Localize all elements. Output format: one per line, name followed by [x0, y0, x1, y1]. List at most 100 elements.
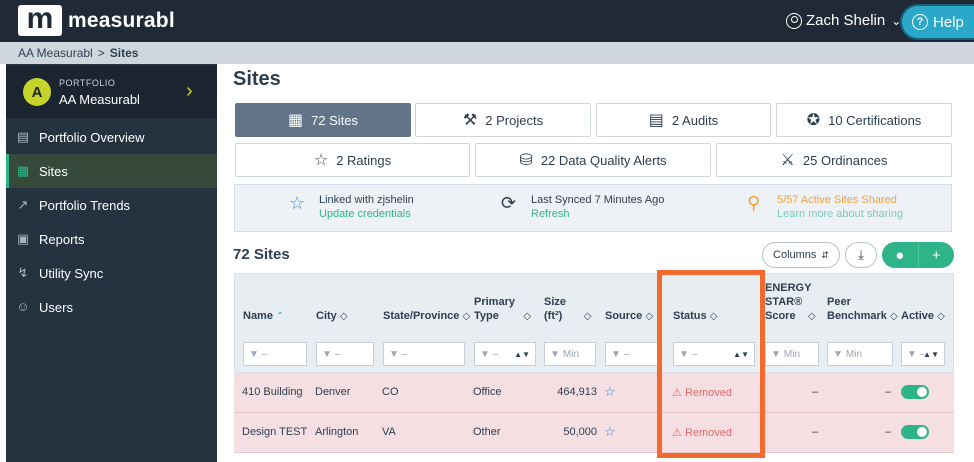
sidebar-item-portfolio-trends[interactable]: ↗ Portfolio Trends — [6, 188, 217, 222]
filter-icon: ▼ — [480, 348, 490, 360]
cell-energy-star: – — [812, 426, 819, 438]
filter-icon: ▼ — [550, 348, 560, 360]
sidebar-item-label: Portfolio Overview — [39, 129, 145, 145]
filter-icon: ▼ — [679, 348, 689, 360]
sort-icon: ◇ — [339, 311, 348, 322]
comment-button[interactable]: ● — [882, 242, 919, 268]
portfolio-selector[interactable]: A PORTFOLIO AA Measurabl › — [6, 66, 217, 118]
status-filter[interactable]: ▼ – ▲▼ — [673, 342, 755, 366]
chevron-right-icon: › — [186, 80, 193, 102]
col-label: Type — [474, 310, 499, 322]
page-title: Sites — [233, 68, 281, 90]
col-peer-benchmark[interactable]: Peer Benchmark ◇ — [827, 295, 898, 324]
state-filter[interactable]: ▼ – — [383, 342, 465, 366]
tile-audits[interactable]: ▤ 2 Audits — [596, 103, 771, 137]
cell-city: Arlington — [315, 426, 359, 438]
plug-icon: ↯ — [17, 265, 29, 280]
user-menu[interactable]: Zach Shelin ⌄ — [786, 12, 901, 29]
col-source[interactable]: Source ◇ — [605, 309, 653, 324]
tile-certifications[interactable]: ✪ 10 Certifications — [776, 103, 952, 137]
active-filter[interactable]: ▼ – ▲▼ — [901, 342, 945, 366]
table-row[interactable]: Design TEST Arlington VA Other 50,000 ☆ … — [234, 413, 954, 453]
tile-projects[interactable]: ⚒ 2 Projects — [415, 103, 591, 137]
last-synced: ⟳ Last Synced 7 Minutes Ago Refresh — [501, 193, 664, 221]
sidebar-item-utility-sync[interactable]: ↯ Utility Sync — [6, 256, 217, 290]
sort-icon: ⇵ — [821, 249, 829, 260]
tile-ratings[interactable]: ☆ 2 Ratings — [235, 143, 470, 177]
gavel-icon: ⚔ — [780, 152, 795, 169]
sort-icon: ◇ — [807, 311, 816, 322]
help-button[interactable]: ? Help — [902, 6, 974, 38]
columns-button[interactable]: Columns ⇵ — [762, 242, 840, 268]
col-active[interactable]: Active ◇ — [901, 309, 945, 324]
filter-icon: ▼ — [322, 348, 332, 360]
refresh-link[interactable]: Refresh — [531, 208, 570, 220]
star-icon[interactable]: ☆ — [604, 424, 616, 439]
energy-min-filter[interactable]: ▼ Min — [765, 342, 819, 366]
tile-data-quality-alerts[interactable]: ⛁ 22 Data Quality Alerts — [475, 143, 711, 177]
select-arrow-icon: ▲▼ — [733, 349, 749, 359]
sidebar-item-label: Portfolio Trends — [39, 197, 131, 213]
name-filter[interactable]: ▼ – — [243, 342, 307, 366]
size-min-filter[interactable]: ▼ Min — [544, 342, 596, 366]
badge-icon: ✪ — [806, 112, 821, 129]
cell-size: 464,913 — [557, 386, 597, 398]
source-filter[interactable]: ▼ – — [605, 342, 659, 366]
download-icon: ⤓ — [858, 247, 864, 262]
table-row[interactable]: 410 Building Denver CO Office 464,913 ☆ … — [234, 373, 954, 413]
update-credentials-link[interactable]: Update credentials — [319, 208, 411, 220]
avatar: A — [23, 78, 51, 106]
sidebar: A PORTFOLIO AA Measurabl › ▤ Portfolio O… — [6, 64, 217, 462]
peer-min-filter[interactable]: ▼ Min — [827, 342, 893, 366]
breadcrumb-parent[interactable]: AA Measurabl — [18, 46, 93, 60]
sort-icon: ◇ — [583, 311, 592, 322]
city-filter[interactable]: ▼ – — [316, 342, 374, 366]
col-type[interactable]: Primary Type ◇ — [474, 295, 531, 324]
linked-account: ☆ Linked with zjshelin Update credential… — [289, 193, 414, 221]
sort-icon: ◇ — [645, 311, 654, 322]
tile-ordinances[interactable]: ⚔ 25 Ordinances — [716, 143, 952, 177]
logo[interactable]: m — [18, 1, 62, 36]
logo-text: measurabl — [68, 9, 175, 32]
sites-shared: ⚲ 5/57 Active Sites Shared Learn more ab… — [747, 193, 903, 221]
active-toggle[interactable] — [901, 425, 929, 439]
status-text: Removed — [684, 427, 733, 439]
logo-letter: m — [26, 1, 54, 35]
tile-label: 22 Data Quality Alerts — [540, 152, 667, 168]
status-text: Removed — [684, 387, 733, 399]
download-button[interactable]: ⤓ — [845, 242, 877, 268]
col-size[interactable]: Size (ft²) ◇ — [544, 295, 591, 324]
cell-peer-benchmark: – — [885, 386, 892, 398]
main-content: Sites ▦ 72 Sites ⚒ 2 Projects ▤ 2 Audits ✪ 1… — [217, 64, 974, 462]
cell-name[interactable]: Design TEST — [242, 426, 308, 438]
sidebar-item-portfolio-overview[interactable]: ▤ Portfolio Overview — [6, 120, 217, 154]
refresh-icon: ⟳ — [501, 193, 517, 213]
sidebar-item-reports[interactable]: ▣ Reports — [6, 222, 217, 256]
columns-label: Columns — [773, 249, 817, 261]
sidebar-item-sites[interactable]: ▦ Sites — [6, 154, 217, 188]
chart-icon: ▤ — [16, 129, 30, 144]
sidebar-item-label: Reports — [39, 231, 85, 247]
portfolio-name: AA Measurabl — [59, 92, 140, 107]
users-icon: ☺ — [16, 299, 30, 314]
type-filter[interactable]: ▼ – ▲▼ — [474, 342, 536, 366]
add-site-button[interactable]: + — [918, 242, 954, 268]
col-label: Peer — [827, 296, 851, 308]
col-status[interactable]: Status ◇ — [673, 309, 717, 324]
active-toggle[interactable] — [901, 385, 929, 399]
sidebar-item-users[interactable]: ☺ Users — [6, 290, 217, 324]
col-state[interactable]: State/Province ◇ — [383, 309, 470, 324]
col-city[interactable]: City ◇ — [316, 309, 348, 324]
tools-icon: ⚒ — [462, 112, 478, 129]
share-icon: ⚲ — [747, 193, 761, 213]
col-name[interactable]: Name ⌃ — [243, 309, 284, 324]
star-icon[interactable]: ☆ — [604, 384, 616, 399]
col-energy-star[interactable]: ENERGY STAR® Score ◇ — [765, 281, 816, 324]
col-label: Size — [544, 296, 567, 308]
chevron-down-icon: ⌄ — [891, 13, 902, 28]
cell-name[interactable]: 410 Building — [242, 386, 303, 398]
help-icon: ? — [912, 14, 928, 30]
learn-sharing-link[interactable]: Learn more about sharing — [777, 208, 903, 220]
tile-sites[interactable]: ▦ 72 Sites — [235, 103, 411, 137]
synced-title: Last Synced 7 Minutes Ago — [531, 194, 665, 206]
